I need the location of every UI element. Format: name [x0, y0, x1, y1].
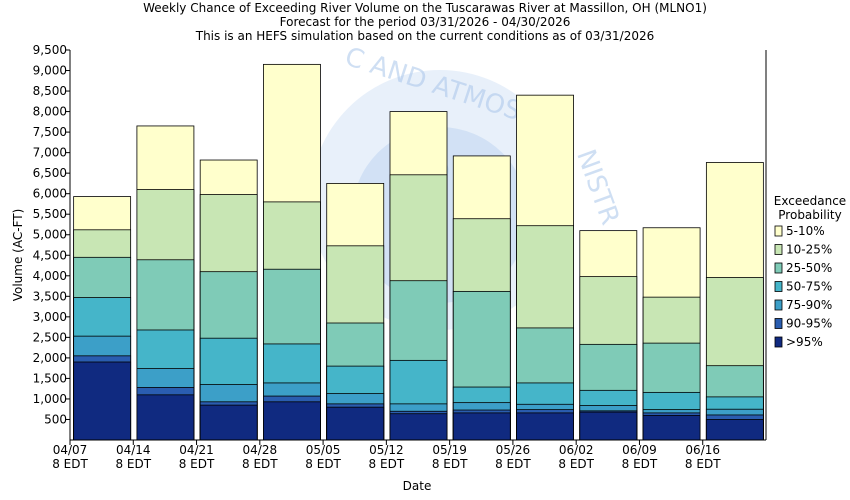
y-tick-label: 4,000: [33, 269, 67, 283]
x-tick-label-time: 8 EDT: [52, 457, 88, 471]
y-tick-label: 500: [44, 412, 67, 426]
bar-segment-95-3: [263, 401, 321, 441]
x-tick-label-time: 8 EDT: [369, 457, 405, 471]
legend-swatch: [774, 318, 783, 329]
chart-title: Weekly Chance of Exceeding River Volume …: [143, 1, 707, 15]
noaa-seal-arc-right: NISTR: [570, 146, 625, 229]
y-tick-label: 7,500: [33, 125, 67, 139]
legend-swatch: [774, 225, 783, 237]
x-tick-label-time: 8 EDT: [115, 457, 151, 471]
legend-swatch: [774, 336, 783, 348]
x-tick-label-time: 8 EDT: [179, 457, 215, 471]
x-tick-label-time: 8 EDT: [558, 457, 594, 471]
bars: [73, 63, 764, 441]
y-tick-label: 2,500: [33, 330, 67, 344]
legend-label: 50-75%: [786, 280, 832, 294]
y-tick-label: 3,500: [33, 289, 67, 303]
bar-segment-95-8: [579, 411, 638, 441]
bar-segment-95-2: [199, 404, 258, 441]
legend-swatch: [774, 244, 783, 255]
chart-subtitle-period: Forecast for the period 03/31/2026 - 04/…: [280, 15, 571, 29]
legend-title-line1: Exceedance: [774, 194, 846, 208]
legend-items: 5-10% 10-25% 25-50% 50-75% 75-90% 90-95% >95%: [774, 224, 832, 349]
x-tick-label-date: 04/14: [116, 443, 151, 457]
bar-segment-95-7: [516, 412, 574, 441]
y-tick-label: 5,000: [33, 228, 67, 242]
bar-segment-95-4: [326, 406, 385, 441]
legend-swatch: [774, 262, 783, 274]
y-axis-label: Volume (AC-FT): [11, 209, 25, 302]
x-tick-label-time: 8 EDT: [432, 457, 468, 471]
y-tick-label: 1,000: [33, 392, 67, 406]
y-tick-label: 8,500: [33, 84, 67, 98]
y-tick-label: 6,500: [33, 166, 67, 180]
y-tick-label: 9,500: [33, 43, 67, 57]
legend-label: 25-50%: [786, 261, 832, 275]
legend-label: 90-95%: [786, 317, 832, 331]
x-tick-label-time: 8 EDT: [495, 457, 531, 471]
legend-label: 75-90%: [786, 298, 832, 312]
y-tick-label: 1,500: [33, 371, 67, 385]
legend-swatch: [774, 299, 783, 311]
y-tick-label: 2,000: [33, 351, 67, 365]
y-tick-label: 8,000: [33, 105, 67, 119]
y-tick-label: 5,500: [33, 207, 67, 221]
bar-segment-95-0: [73, 361, 132, 441]
bar-segment-95-1: [136, 394, 195, 441]
chart-subtitle-conditions: This is an HEFS simulation based on the …: [195, 29, 655, 43]
legend: Exceedance Probability 5-10% 10-25% 25-50%…: [774, 194, 846, 349]
x-tick-label-date: 04/21: [179, 443, 214, 457]
x-tick-label-time: 8 EDT: [622, 457, 658, 471]
bar-segment-95-6: [452, 412, 511, 441]
x-axis-label: Date: [403, 479, 432, 493]
y-tick-label: 9,000: [33, 64, 67, 78]
y-tick-label: 4,500: [33, 248, 67, 262]
x-tick-label-date: 05/19: [432, 443, 467, 457]
legend-title-line2: Probability: [778, 208, 841, 222]
y-tick-label: 3,000: [33, 310, 67, 324]
x-tick-label-time: 8 EDT: [305, 457, 341, 471]
x-tick-label-date: 05/12: [369, 443, 404, 457]
x-tick-label-time: 8 EDT: [242, 457, 278, 471]
bar-segment-95-9: [642, 414, 701, 441]
legend-label: 5-10%: [786, 224, 825, 238]
x-tick-label-date: 04/07: [53, 443, 88, 457]
y-axis-ticks: 500 1,000 1,500 2,000 2,500 3,000 3,500 4,000 4,…: [33, 43, 70, 426]
legend-swatch: [774, 281, 783, 292]
x-tick-label-date: 06/09: [622, 443, 657, 457]
x-tick-label-date: 04/28: [243, 443, 278, 457]
bar-segment-95-10: [705, 419, 764, 441]
legend-label: >95%: [786, 335, 823, 349]
x-tick-label-date: 05/26: [496, 443, 531, 457]
legend-label: 10-25%: [786, 243, 832, 257]
y-tick-label: 6,000: [33, 187, 67, 201]
x-tick-label-date: 05/05: [306, 443, 341, 457]
x-tick-label-time: 8 EDT: [685, 457, 721, 471]
x-tick-label-date: 06/16: [685, 443, 720, 457]
bar-segment-95-5: [389, 413, 448, 441]
y-tick-label: 7,000: [33, 146, 67, 160]
x-tick-label-date: 06/02: [559, 443, 594, 457]
